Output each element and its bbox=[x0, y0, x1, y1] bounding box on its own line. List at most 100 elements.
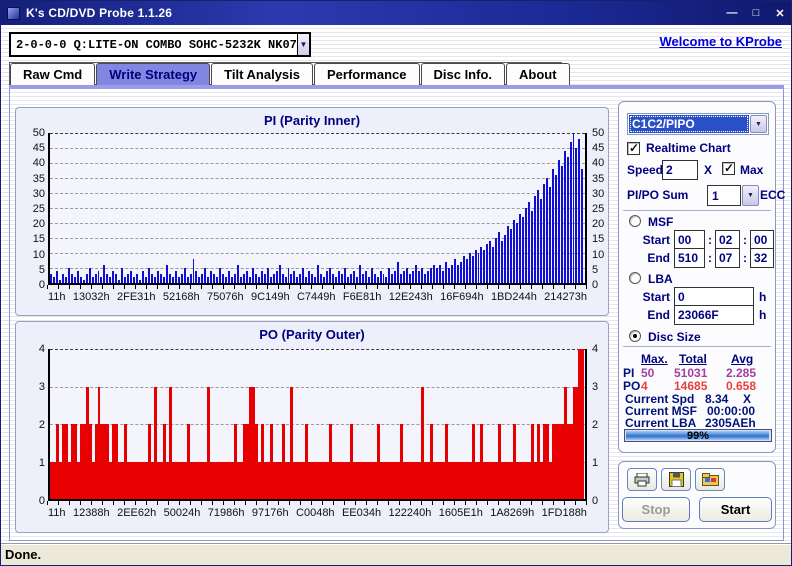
speed-label: Speed bbox=[627, 163, 664, 177]
tab-write-strategy[interactable]: Write Strategy bbox=[96, 63, 211, 85]
current-speed-label: Current Spd bbox=[625, 392, 695, 406]
stats-header-avg: Avg bbox=[731, 352, 754, 366]
po-x-ticks bbox=[47, 501, 587, 505]
pi-plot-area bbox=[48, 133, 587, 285]
pipo-sum-select[interactable]: 1 bbox=[707, 185, 741, 206]
msf-start-label: Start bbox=[642, 233, 670, 247]
floppy-disk-icon bbox=[668, 472, 684, 487]
po-total-value: 14685 bbox=[674, 379, 708, 393]
msf-end-min[interactable] bbox=[674, 248, 705, 268]
pipo-sum-label: PI/PO Sum bbox=[627, 188, 689, 202]
pipo-sum-arrow[interactable]: ▼ bbox=[742, 185, 759, 206]
realtime-chart-checkbox[interactable] bbox=[627, 141, 640, 155]
msf-end-frame[interactable] bbox=[750, 248, 774, 268]
scan-settings-group: C1C2/PIPO ▼ Realtime Chart Speed X Max P… bbox=[618, 101, 785, 453]
pi-x-axis-labels: 11h 13032h 2FE31h 52168h 75076h 9C149h C7449h F… bbox=[48, 291, 587, 303]
po-plot-area bbox=[48, 349, 587, 501]
start-button[interactable]: Start bbox=[699, 497, 772, 522]
max-speed-checkbox[interactable] bbox=[722, 161, 735, 175]
mode-select-value: C1C2/PIPO bbox=[629, 115, 749, 133]
stop-button[interactable]: Stop bbox=[622, 497, 690, 522]
msf-start-frame[interactable] bbox=[750, 230, 774, 250]
progress-percent: 99% bbox=[686, 430, 710, 442]
po-avg-value: 0.658 bbox=[726, 379, 757, 393]
lba-start-suffix: h bbox=[759, 290, 767, 304]
print-button[interactable] bbox=[627, 468, 657, 491]
lba-radio[interactable] bbox=[629, 272, 641, 284]
disc-size-radio[interactable] bbox=[629, 330, 641, 342]
tab-raw-cmd[interactable]: Raw Cmd bbox=[10, 63, 96, 85]
save-button[interactable] bbox=[661, 468, 691, 491]
progress-fill bbox=[626, 431, 769, 440]
lba-radio-label: LBA bbox=[648, 272, 673, 286]
minimize-button[interactable]: — bbox=[726, 6, 738, 19]
tab-tilt-analysis[interactable]: Tilt Analysis bbox=[211, 63, 314, 85]
status-bar: Done. bbox=[1, 543, 791, 565]
close-button[interactable]: ✕ bbox=[775, 7, 785, 20]
save-image-button[interactable] bbox=[695, 468, 725, 491]
maximize-button[interactable]: □ bbox=[752, 6, 760, 19]
colon-separator: : bbox=[743, 251, 747, 265]
mode-select-arrow[interactable]: ▼ bbox=[750, 115, 767, 133]
welcome-link[interactable]: Welcome to KProbe bbox=[659, 34, 782, 49]
pi-chart-title: PI (Parity Inner) bbox=[263, 113, 361, 128]
current-msf-label: Current MSF bbox=[625, 404, 697, 418]
msf-start-min[interactable] bbox=[674, 230, 705, 250]
max-speed-label: Max bbox=[740, 163, 764, 177]
pi-chart-panel: PI (Parity Inner) 0 5 10 15 20 25 30 35 40 45 50 0… bbox=[15, 107, 609, 316]
ecc-label: ECC bbox=[760, 188, 786, 202]
drive-select[interactable]: 2-0-0-0 Q:LITE-ON COMBO SOHC-5232K NK07 … bbox=[9, 32, 311, 57]
po-chart-title: PO (Parity Outer) bbox=[259, 327, 365, 342]
msf-radio-label: MSF bbox=[648, 215, 674, 229]
speed-unit-label: X bbox=[704, 163, 713, 177]
current-lba-label: Current LBA bbox=[625, 416, 697, 430]
tab-strip: Raw Cmd Write Strategy Tilt Analysis Per… bbox=[10, 63, 571, 85]
tab-disc-info[interactable]: Disc Info. bbox=[420, 63, 506, 85]
pipo-sum-value: 1 bbox=[712, 188, 719, 203]
colon-separator: : bbox=[708, 251, 712, 265]
chevron-down-icon: ▼ bbox=[747, 192, 754, 199]
mode-select[interactable]: C1C2/PIPO ▼ bbox=[627, 113, 769, 135]
image-folder-icon bbox=[701, 473, 719, 486]
msf-end-label: End bbox=[647, 251, 670, 265]
chevron-down-icon: ▼ bbox=[299, 40, 308, 49]
stats-header-total: Total bbox=[679, 352, 707, 366]
lba-end-suffix: h bbox=[759, 308, 767, 322]
printer-icon bbox=[634, 472, 650, 486]
chevron-down-icon: ▼ bbox=[755, 120, 762, 128]
status-text: Done. bbox=[5, 547, 42, 562]
stats-header-max: Max. bbox=[641, 352, 668, 366]
lba-end-label: End bbox=[647, 308, 670, 322]
pi-y-axis-left: 0 5 10 15 20 25 30 35 40 45 50 bbox=[32, 127, 45, 291]
lba-start-label: Start bbox=[642, 290, 670, 304]
po-x-axis-labels: 11h 12388h 2EE62h 50024h 71986h 97176h C0048h E… bbox=[48, 507, 587, 519]
lba-end-input[interactable] bbox=[674, 305, 754, 325]
realtime-chart-label: Realtime Chart bbox=[646, 141, 731, 155]
divider bbox=[623, 210, 771, 211]
msf-end-sec[interactable] bbox=[715, 248, 740, 268]
tab-performance[interactable]: Performance bbox=[314, 63, 420, 85]
speed-input[interactable] bbox=[662, 160, 698, 180]
drive-select-arrow[interactable]: ▼ bbox=[296, 34, 309, 55]
po-max-value: 4 bbox=[641, 379, 648, 393]
po-bars bbox=[50, 349, 585, 499]
pi-max-value: 50 bbox=[641, 366, 655, 380]
msf-start-sec[interactable] bbox=[715, 230, 740, 250]
current-speed-value: 8.34 bbox=[705, 392, 729, 406]
po-row-label: PO bbox=[623, 379, 641, 393]
tab-about[interactable]: About bbox=[506, 63, 570, 85]
pi-bars bbox=[50, 133, 585, 283]
scan-progress-bar: 99% bbox=[624, 429, 772, 442]
current-lba-value: 2305AEh bbox=[705, 416, 756, 430]
disc-size-label: Disc Size bbox=[648, 330, 701, 344]
current-speed-suffix: X bbox=[743, 392, 752, 406]
pi-avg-value: 2.285 bbox=[726, 366, 757, 380]
msf-radio[interactable] bbox=[629, 215, 641, 227]
divider bbox=[623, 346, 771, 347]
lba-start-input[interactable] bbox=[674, 287, 754, 307]
title-bar: K's CD/DVD Probe 1.1.26 — □ ✕ bbox=[1, 1, 791, 25]
